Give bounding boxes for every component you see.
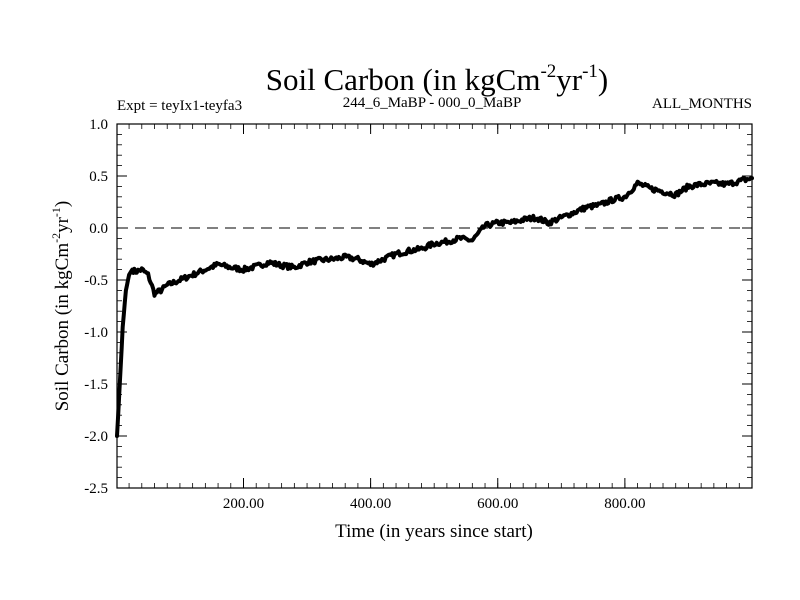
y-axis-label: Soil Carbon (in kgCm-2yr-1) bbox=[49, 201, 73, 412]
y-tick-label: -1.5 bbox=[84, 377, 108, 393]
period-label: 244_6_MaBP - 000_0_MaBP bbox=[343, 95, 522, 111]
axis-ticks bbox=[117, 123, 752, 489]
plot-frame bbox=[116, 123, 753, 489]
x-axis-label: Time (in years since start) bbox=[335, 521, 533, 542]
axis-tick-labels: 1.0 0.5 0.0 -0.5 -1.0 -1.5 -2.0 -2.5 200.00 400.0… bbox=[84, 117, 645, 512]
y-tick-label: -1.0 bbox=[84, 325, 108, 341]
y-tick-label: 0.5 bbox=[89, 169, 108, 185]
chart-title: Soil Carbon (in kgCm-2yr-1) bbox=[266, 61, 609, 97]
x-tick-label: 600.00 bbox=[477, 496, 518, 512]
y-tick-label: -0.5 bbox=[84, 273, 108, 289]
y-tick-label: -2.5 bbox=[84, 481, 108, 497]
experiment-label: Expt = teyIx1-teyfa3 bbox=[117, 98, 242, 114]
x-tick-label: 400.00 bbox=[350, 496, 391, 512]
y-tick-label: -2.0 bbox=[84, 429, 108, 445]
y-tick-label: 1.0 bbox=[89, 117, 108, 133]
x-tick-label: 200.00 bbox=[223, 496, 264, 512]
months-label: ALL_MONTHS bbox=[652, 96, 752, 112]
y-tick-label: 0.0 bbox=[89, 221, 108, 237]
soil-carbon-series-line bbox=[115, 176, 754, 438]
x-tick-label: 800.00 bbox=[604, 496, 645, 512]
